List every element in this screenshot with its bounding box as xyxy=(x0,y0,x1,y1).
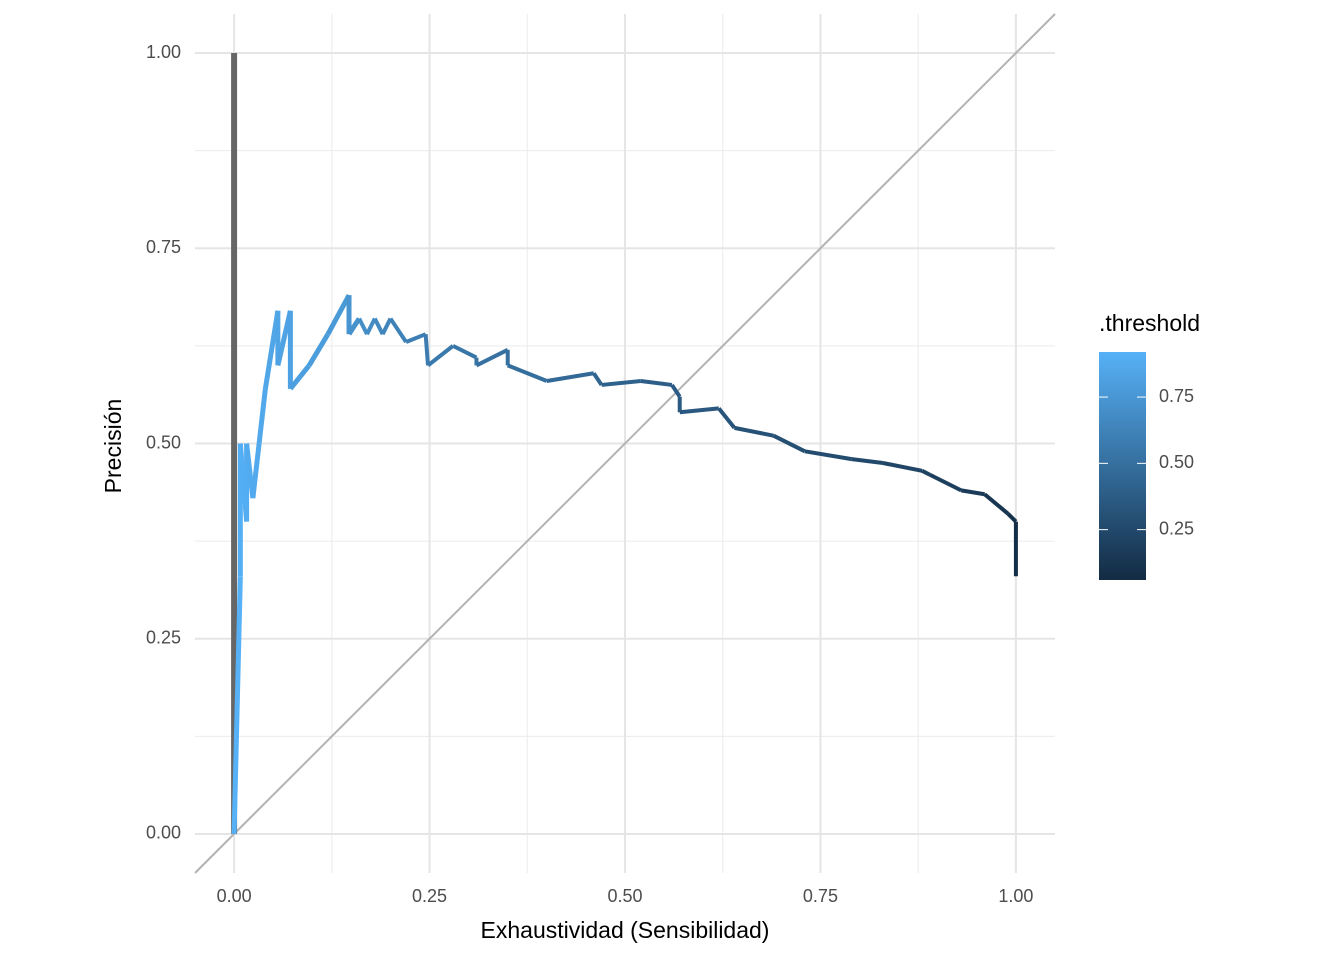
reference-diagonal xyxy=(194,13,1056,874)
y-tick-label: 1.00 xyxy=(146,42,181,62)
curve-segment xyxy=(388,317,408,344)
curve xyxy=(231,53,1018,835)
curve-segment xyxy=(734,425,774,438)
curve-segment xyxy=(423,334,430,366)
x-tick-label: 0.25 xyxy=(412,886,447,906)
curve-segment xyxy=(772,433,806,454)
curve-segment xyxy=(357,317,369,336)
curve-segment xyxy=(380,317,393,336)
curve-segment xyxy=(960,488,985,497)
curve-segment xyxy=(921,469,931,477)
legend-tick-label: 0.25 xyxy=(1159,518,1194,538)
x-tick-label: 0.00 xyxy=(217,886,252,906)
curve-segment xyxy=(670,383,682,398)
x-tick-label: 0.50 xyxy=(607,886,642,906)
curve-segment xyxy=(592,372,604,387)
colorbar xyxy=(1099,352,1146,580)
x-tick-label: 0.75 xyxy=(803,886,838,906)
curve-segment xyxy=(929,472,963,493)
grid xyxy=(195,14,1055,873)
x-tick-label: 1.00 xyxy=(998,886,1033,906)
curve-segment xyxy=(346,317,362,336)
curve-segment xyxy=(231,576,243,835)
legend-tick-label: 0.50 xyxy=(1159,452,1194,472)
curve-segment xyxy=(405,332,427,344)
curve-segment xyxy=(983,492,1010,516)
curve-segment xyxy=(640,379,673,387)
y-tick-label: 0.25 xyxy=(146,627,181,647)
curve-segment xyxy=(506,363,548,383)
curve-segment xyxy=(1006,512,1018,524)
curve-segment xyxy=(804,449,853,462)
curve-segment xyxy=(452,344,478,360)
curve-segment xyxy=(373,317,385,336)
curve-segment xyxy=(288,363,312,391)
curve-segment xyxy=(851,457,884,466)
y-tick-label: 0.00 xyxy=(146,823,181,843)
y-axis-title: Precisión xyxy=(100,399,126,494)
curve-segment xyxy=(325,293,352,336)
curve-segment xyxy=(546,371,595,384)
curve-segment xyxy=(365,317,377,336)
curve-segment xyxy=(717,407,737,430)
legend-title: .threshold xyxy=(1099,310,1200,336)
curve-segment xyxy=(307,332,331,367)
y-tick-label: 0.75 xyxy=(146,237,181,257)
y-tick-label: 0.50 xyxy=(146,432,181,452)
x-axis-title: Exhaustividad (Sensibilidad) xyxy=(481,917,770,943)
curve-segment xyxy=(475,348,509,368)
curve-segment xyxy=(250,443,262,499)
legend-tick-label: 0.75 xyxy=(1159,386,1194,406)
curve-segment xyxy=(882,461,923,473)
curve-segment xyxy=(256,388,268,444)
curve-segment xyxy=(426,344,455,367)
curve-segment xyxy=(679,406,720,415)
curve-segment xyxy=(601,379,641,387)
